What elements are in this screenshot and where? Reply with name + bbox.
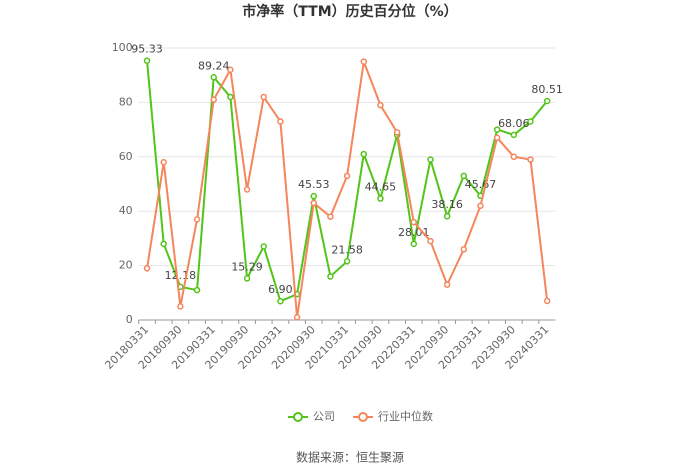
- data-point: [310, 199, 318, 207]
- data-point: [177, 303, 184, 310]
- value-label: 68.06: [498, 117, 530, 130]
- value-label: 89.24: [198, 59, 230, 72]
- legend-marker: [358, 412, 368, 422]
- data-point: [543, 297, 551, 305]
- y-tick-label: 60: [119, 150, 133, 163]
- value-label: 95.33: [131, 43, 163, 56]
- data-point: [210, 96, 217, 103]
- data-point: [493, 134, 501, 142]
- data-point: [360, 58, 368, 65]
- data-point: [277, 118, 284, 125]
- data-point: [393, 129, 401, 136]
- value-label: 80.51: [531, 83, 563, 96]
- data-point: [310, 192, 318, 200]
- legend-label: 行业中位数: [378, 409, 433, 423]
- data-point: [427, 237, 434, 245]
- value-label: 21.58: [331, 243, 363, 256]
- data-point: [343, 258, 351, 265]
- data-point: [443, 281, 451, 288]
- value-label: 6.90: [268, 283, 293, 296]
- data-point: [193, 286, 201, 294]
- data-point: [527, 156, 534, 163]
- source: 数据来源：恒生聚源: [296, 450, 404, 465]
- data-point: [377, 101, 384, 109]
- value-label: 45.67: [465, 178, 497, 191]
- value-label: 28.01: [398, 226, 430, 239]
- legend-label: 公司: [313, 410, 335, 423]
- data-point: [543, 97, 551, 105]
- data-point: [427, 156, 434, 163]
- data-point: [210, 74, 217, 81]
- data-point: [477, 202, 484, 210]
- data-point: [410, 218, 418, 226]
- data-point: [260, 93, 267, 101]
- data-point: [160, 158, 167, 166]
- y-tick-label: 80: [119, 95, 133, 108]
- chart-title: 市净率（TTM）历史百分位（%）: [242, 3, 457, 20]
- data-point: [143, 57, 151, 64]
- data-point: [227, 93, 234, 101]
- data-point: [327, 273, 334, 280]
- y-tick-label: 20: [119, 259, 133, 272]
- y-tick-label: 40: [119, 204, 133, 217]
- value-label: 44.65: [365, 181, 397, 194]
- legend-marker: [293, 412, 303, 422]
- data-point: [443, 212, 451, 220]
- data-point: [193, 216, 201, 223]
- value-label: 38.16: [431, 198, 463, 211]
- y-tick-label: 0: [126, 313, 133, 326]
- data-point: [160, 240, 167, 248]
- data-point: [360, 150, 368, 158]
- data-point: [343, 172, 351, 180]
- value-label: 12.18: [165, 269, 197, 282]
- data-point: [377, 195, 384, 202]
- data-point: [293, 314, 301, 321]
- data-point: [260, 243, 267, 250]
- data-point: [277, 297, 284, 305]
- data-point: [143, 265, 151, 272]
- data-point: [460, 246, 468, 253]
- data-point: [327, 213, 334, 220]
- data-point: [460, 172, 468, 180]
- value-label: 15.29: [231, 260, 263, 273]
- data-point: [227, 66, 234, 74]
- data-point: [527, 118, 534, 125]
- y-tick-label: 100: [112, 41, 133, 54]
- data-point: [493, 126, 501, 133]
- data-point: [510, 153, 518, 161]
- data-point: [243, 275, 251, 282]
- data-point: [510, 131, 518, 139]
- data-point: [410, 240, 418, 248]
- value-label: 45.53: [298, 178, 330, 191]
- data-point: [243, 186, 251, 193]
